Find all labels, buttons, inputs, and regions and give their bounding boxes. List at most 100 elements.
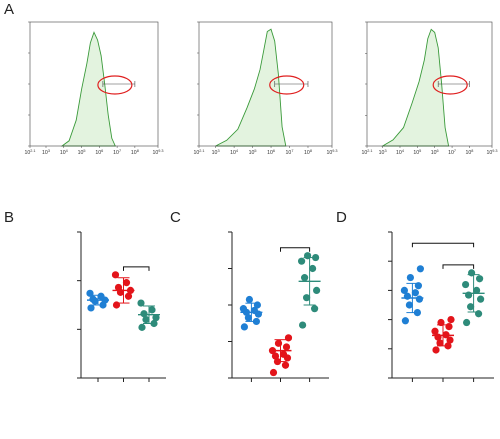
panel-label-a: A: [4, 1, 14, 18]
data-point: [432, 346, 440, 354]
histogram-area: [215, 28, 287, 147]
data-point: [405, 301, 413, 309]
x-tick-label: 107: [448, 149, 456, 156]
data-point: [414, 282, 422, 290]
data-point: [313, 286, 321, 294]
data-point: [406, 273, 414, 282]
data-point: [86, 289, 94, 297]
x-tick-label: 109.3: [486, 149, 497, 156]
data-point: [303, 294, 311, 302]
x-tick-label: 103: [379, 149, 387, 156]
data-point: [240, 323, 248, 331]
sod-chart: [228, 231, 329, 382]
x-tick-label: 104: [230, 149, 238, 156]
data-point: [299, 321, 307, 329]
gate-highlight-circle: [432, 75, 468, 95]
data-point: [304, 252, 312, 260]
mean-fluorescence-chart: [77, 231, 166, 382]
data-point: [445, 323, 453, 331]
data-point: [476, 275, 484, 283]
comparison-bracket: [280, 247, 311, 252]
x-tick-label: 108: [304, 149, 312, 156]
panel-label-b: B: [4, 209, 14, 226]
data-point: [269, 368, 278, 377]
histogram-area: [380, 28, 450, 147]
data-point: [301, 274, 309, 282]
flow-histogram-control: 102.1 103 104 105 106 107 108 109.3: [24, 21, 164, 156]
data-point: [152, 314, 160, 322]
x-tick-label: 106: [267, 149, 275, 156]
x-tick-label: 109.3: [152, 149, 163, 156]
data-point: [89, 295, 97, 303]
x-tick-label: 107: [286, 149, 294, 156]
data-point: [431, 327, 439, 335]
data-point: [446, 336, 454, 344]
data-point: [475, 310, 483, 318]
x-tick-label: 104: [396, 149, 404, 156]
x-tick-label: 103: [212, 149, 220, 156]
data-point: [468, 269, 476, 277]
data-point: [124, 292, 133, 300]
x-tick-label: 108: [131, 149, 139, 156]
data-point: [447, 316, 455, 324]
data-point: [284, 334, 293, 342]
data-point: [415, 295, 423, 303]
data-point: [111, 271, 120, 279]
data-point: [411, 289, 419, 297]
data-point: [138, 323, 146, 331]
gate-highlight-circle: [269, 75, 305, 95]
gsh-chart: [388, 231, 494, 382]
data-point: [271, 352, 280, 360]
flow-histogram-t2dm-st: 102.1 103 104 105 106 107 108 109.3: [361, 21, 498, 156]
panel-label-d: D: [336, 209, 347, 226]
x-tick-label: 105: [78, 149, 86, 156]
x-tick-label: 103: [42, 149, 50, 156]
data-point: [87, 304, 95, 312]
data-point: [97, 292, 105, 300]
comparison-bracket: [123, 266, 150, 271]
x-tick-label: 105: [413, 149, 421, 156]
data-point: [142, 316, 150, 324]
data-point: [401, 317, 409, 325]
comparison-bracket: [411, 242, 475, 248]
data-point: [245, 295, 253, 304]
data-point: [467, 303, 475, 311]
x-tick-label: 108: [465, 149, 473, 156]
data-point: [279, 350, 288, 358]
data-point: [436, 339, 444, 347]
histogram-area: [60, 31, 116, 147]
data-point: [281, 361, 290, 369]
x-tick-label: 102.1: [193, 149, 204, 156]
x-tick-label: 106: [95, 149, 103, 156]
x-tick-label: 102.1: [24, 149, 35, 156]
x-tick-label: 109.3: [326, 149, 337, 156]
data-point: [114, 283, 123, 292]
x-tick-label: 104: [60, 149, 68, 156]
comparison-bracket: [442, 264, 475, 269]
x-tick-label: 106: [431, 149, 439, 156]
data-point: [239, 305, 247, 313]
data-point: [112, 301, 121, 309]
data-point: [253, 301, 261, 309]
data-point: [137, 299, 145, 307]
data-point: [462, 280, 470, 289]
x-tick-label: 102.1: [361, 149, 372, 156]
x-tick-label: 107: [113, 149, 121, 156]
data-point: [244, 314, 252, 322]
data-point: [274, 339, 283, 347]
data-point: [465, 291, 473, 299]
data-point: [400, 286, 408, 294]
flow-histogram-t2dm: 102.1 103 104 105 106 107 108 109.3: [193, 21, 338, 156]
data-point: [140, 310, 148, 318]
panel-label-c: C: [170, 209, 181, 226]
data-point: [463, 318, 471, 327]
data-point: [473, 286, 481, 294]
data-point: [148, 306, 156, 314]
gate-highlight-circle: [97, 75, 133, 95]
data-point: [298, 257, 306, 265]
data-point: [437, 318, 445, 327]
data-point: [477, 295, 485, 303]
x-tick-label: 105: [249, 149, 257, 156]
data-point: [309, 264, 317, 273]
